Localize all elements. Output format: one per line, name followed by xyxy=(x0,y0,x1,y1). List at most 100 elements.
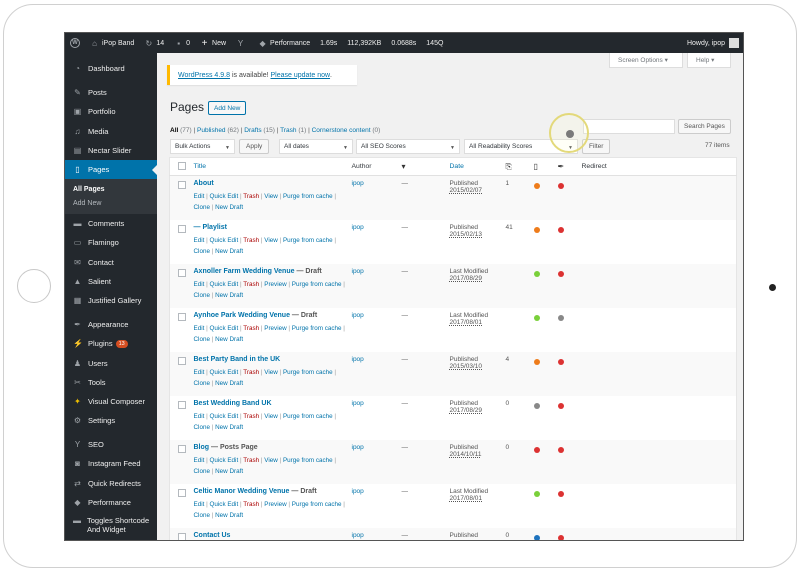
row-action-link[interactable]: View xyxy=(264,193,278,200)
page-title-link[interactable]: — Playlist xyxy=(193,223,227,231)
row-action-link[interactable]: Clone xyxy=(193,335,210,343)
row-action-link[interactable]: Quick Edit xyxy=(209,412,239,420)
row-action-link[interactable]: Trash xyxy=(243,412,260,420)
yoast-link[interactable]: Y xyxy=(231,33,253,53)
comments-link[interactable]: ▪ 0 xyxy=(169,33,195,53)
row-checkbox[interactable] xyxy=(178,181,186,189)
home-button[interactable] xyxy=(17,269,51,303)
search-input[interactable] xyxy=(583,119,675,134)
row-action-link[interactable]: Clone xyxy=(193,291,210,299)
row-action-link[interactable]: Preview xyxy=(264,324,287,332)
apply-button[interactable]: Apply xyxy=(239,139,270,154)
links-column-header[interactable]: ⎘ xyxy=(503,157,532,176)
row-action-link[interactable]: Edit xyxy=(193,236,205,244)
row-action-link[interactable]: Clone xyxy=(193,247,210,255)
row-action-link[interactable]: Edit xyxy=(193,280,205,288)
page-title-link[interactable]: Celtic Manor Wedding Venue xyxy=(193,487,290,495)
page-title-link[interactable]: Best Wedding Band UK xyxy=(193,399,272,407)
sidebar-item-plugins[interactable]: ⚡ Plugins 13 xyxy=(65,334,157,353)
page-title-link[interactable]: Aynhoe Park Wedding Venue xyxy=(193,311,290,319)
author-link[interactable]: ipop xyxy=(351,355,364,363)
sidebar-item-toggles[interactable]: ▬ Toggles Shortcode And Widget xyxy=(65,512,157,534)
page-title-link[interactable]: Best Party Band in the UK xyxy=(193,355,281,363)
page-title-link[interactable]: Blog xyxy=(193,443,210,451)
sidebar-item-instagram-feed[interactable]: ◙ Instagram Feed xyxy=(65,454,157,473)
sidebar-item-salient[interactable]: ▲ Salient xyxy=(65,272,157,291)
author-link[interactable]: ipop xyxy=(351,487,364,495)
row-action-link[interactable]: Purge from cache xyxy=(291,324,342,332)
submenu-add-new[interactable]: Add New xyxy=(73,199,102,207)
row-action-link[interactable]: New Draft xyxy=(215,247,244,255)
row-action-link[interactable]: Quick Edit xyxy=(209,324,239,332)
filter-trash[interactable]: Trash (1) xyxy=(280,127,306,134)
date-column-header[interactable]: Date xyxy=(447,157,504,176)
row-action-link[interactable]: Edit xyxy=(193,324,205,332)
filter-drafts[interactable]: Drafts (15) xyxy=(244,127,275,134)
row-action-link[interactable]: Purge from cache xyxy=(282,412,333,420)
page-title-link[interactable]: About xyxy=(193,180,214,187)
row-checkbox[interactable] xyxy=(178,400,186,409)
filter-all[interactable]: All (77) xyxy=(170,127,192,134)
row-action-link[interactable]: Edit xyxy=(193,368,205,376)
row-action-link[interactable]: Clone xyxy=(193,467,210,475)
readability-column-header[interactable]: ✒ xyxy=(555,157,580,176)
sidebar-item-nectar-slider[interactable]: ▤ Nectar Slider xyxy=(65,141,157,160)
select-all-header[interactable] xyxy=(169,157,192,176)
row-checkbox[interactable] xyxy=(178,532,186,540)
wordpress-version-link[interactable]: WordPress 4.9.8 xyxy=(178,71,231,79)
author-link[interactable]: ipop xyxy=(351,443,364,451)
updates-link[interactable]: ↻ 14 xyxy=(139,33,169,53)
author-link[interactable]: ipop xyxy=(351,223,364,231)
row-action-link[interactable]: Quick Edit xyxy=(209,500,239,508)
row-action-link[interactable]: New Draft xyxy=(215,511,244,519)
sidebar-item-media[interactable]: ♫ Media xyxy=(65,122,157,141)
sidebar-item-settings[interactable]: ⚙ Settings xyxy=(65,411,157,430)
row-action-link[interactable]: Trash xyxy=(243,456,260,464)
sidebar-item-appearance[interactable]: ✒ Appearance xyxy=(65,315,157,334)
row-action-link[interactable]: New Draft xyxy=(215,204,244,211)
author-link[interactable]: ipop xyxy=(351,399,364,407)
author-link[interactable]: ipop xyxy=(351,531,364,539)
row-action-link[interactable]: Clone xyxy=(193,379,210,387)
bulk-actions-select[interactable]: Bulk Actions ▼ xyxy=(170,139,235,154)
row-action-link[interactable]: Purge from cache xyxy=(282,236,333,244)
site-name-link[interactable]: ⌂ iPop Band xyxy=(85,33,139,53)
row-action-link[interactable]: Purge from cache xyxy=(282,368,333,376)
row-action-link[interactable]: Edit xyxy=(193,456,205,464)
row-action-link[interactable]: New Draft xyxy=(215,335,244,343)
sidebar-item-dashboard[interactable]: ◔ Dashboard xyxy=(65,59,157,78)
sidebar-item-portfolio[interactable]: ▣ Portfolio xyxy=(65,102,157,121)
row-checkbox[interactable] xyxy=(178,312,186,321)
sidebar-item-comments[interactable]: ▬ Comments xyxy=(65,214,157,233)
sidebar-item-quick-redirects[interactable]: ⇄ Quick Redirects xyxy=(65,474,157,493)
author-link[interactable]: ipop xyxy=(351,267,364,275)
row-action-link[interactable]: View xyxy=(264,412,278,420)
select-all-checkbox[interactable] xyxy=(178,162,186,170)
filter-published[interactable]: Published (62) xyxy=(197,127,239,134)
seo-scores-select[interactable]: All SEO Scores ▼ xyxy=(356,139,460,154)
account-menu[interactable]: Howdy, ipop xyxy=(687,38,743,48)
update-now-link[interactable]: Please update now xyxy=(270,71,331,79)
row-action-link[interactable]: New Draft xyxy=(215,379,244,387)
row-action-link[interactable]: Quick Edit xyxy=(209,236,239,244)
seo-column-header[interactable]: ▯ xyxy=(531,157,556,176)
row-checkbox[interactable] xyxy=(178,268,186,277)
row-action-link[interactable]: Trash xyxy=(243,193,260,200)
filter-cornerstone[interactable]: Cornerstone content (0) xyxy=(312,127,381,134)
sidebar-item-posts[interactable]: ✎ Posts xyxy=(65,83,157,102)
row-checkbox[interactable] xyxy=(178,356,186,365)
row-checkbox[interactable] xyxy=(178,488,186,497)
filter-button[interactable]: Filter xyxy=(582,139,611,154)
comments-column-header[interactable]: ▾ xyxy=(399,157,448,176)
row-action-link[interactable]: New Draft xyxy=(215,423,244,431)
row-checkbox[interactable] xyxy=(178,444,186,453)
row-action-link[interactable]: Edit xyxy=(193,412,205,420)
screen-options-button[interactable]: Screen Options ▾ xyxy=(609,53,683,68)
dates-select[interactable]: All dates ▼ xyxy=(279,139,353,154)
sidebar-item-pages[interactable]: ▯ Pages xyxy=(65,159,157,180)
performance-link[interactable]: ◆ Performance xyxy=(253,33,315,53)
row-action-link[interactable]: View xyxy=(264,236,278,244)
row-action-link[interactable]: New Draft xyxy=(215,291,244,299)
row-action-link[interactable]: View xyxy=(264,456,278,464)
row-action-link[interactable]: Purge from cache xyxy=(282,193,333,200)
